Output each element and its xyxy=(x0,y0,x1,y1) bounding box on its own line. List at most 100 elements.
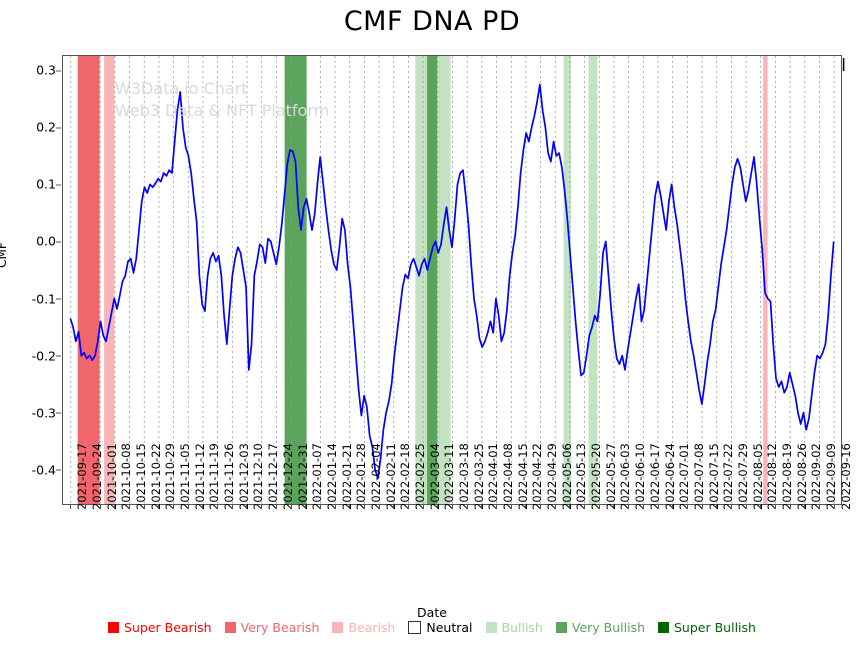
x-axis-tick-label: 2022-08-19 xyxy=(779,443,794,510)
plot-inner: W3Data.io Chart Web3 Data & NFT Platform xyxy=(63,56,841,504)
x-axis-tick-mark xyxy=(437,504,439,509)
x-axis-tick-label: 2022-08-05 xyxy=(750,443,765,510)
x-axis-tick-mark xyxy=(760,504,762,509)
x-axis-tick-mark xyxy=(217,504,219,509)
x-axis-tick-label: 2022-06-03 xyxy=(618,443,633,510)
legend-label: Very Bearish xyxy=(240,620,320,635)
watermark-line-2: Web3 Data & NFT Platform xyxy=(115,101,330,120)
x-axis-tick-mark xyxy=(657,504,659,509)
x-axis-tick-mark xyxy=(393,504,395,509)
x-axis-tick-label: 2021-10-22 xyxy=(148,443,163,510)
x-axis-tick-mark xyxy=(349,504,351,509)
shaded-band xyxy=(427,56,438,504)
watermark-line-1: W3Data.io Chart xyxy=(115,79,248,98)
y-axis-tick-label: 0.1 xyxy=(10,177,61,192)
chart-canvas xyxy=(69,56,835,504)
x-axis-tick-label: 2022-04-01 xyxy=(486,443,501,510)
x-axis-tick-mark xyxy=(701,504,703,509)
x-axis-tick-mark xyxy=(129,504,131,509)
legend-item[interactable]: Bearish xyxy=(332,620,395,635)
x-axis-tick-mark xyxy=(143,504,145,509)
x-axis-tick-mark xyxy=(290,504,292,509)
x-axis-tick-label: 2021-10-15 xyxy=(134,443,149,510)
legend-label: Super Bearish xyxy=(124,620,212,635)
x-axis-tick-label: 2022-01-28 xyxy=(354,443,369,510)
x-axis-tick-label: 2022-05-06 xyxy=(559,443,574,510)
x-axis-tick-label: 2022-09-02 xyxy=(809,443,824,510)
x-axis-tick-label: 2022-03-11 xyxy=(442,443,457,510)
x-axis-tick-mark xyxy=(99,504,101,509)
x-axis-tick-mark xyxy=(672,504,674,509)
x-axis-tick-mark xyxy=(261,504,263,509)
legend-item[interactable]: Very Bullish xyxy=(555,620,645,635)
x-axis-tick-mark xyxy=(319,504,321,509)
x-axis-tick-label: 2022-03-04 xyxy=(427,443,442,510)
x-axis-tick-label: 2022-04-15 xyxy=(515,443,530,510)
x-axis-tick-label: 2021-11-12 xyxy=(192,443,207,510)
x-axis-tick-mark xyxy=(613,504,615,509)
y-axis-tick-label: 0.0 xyxy=(10,234,61,249)
x-axis-tick-mark xyxy=(466,504,468,509)
legend-item[interactable]: Super Bullish xyxy=(658,620,756,635)
x-axis-tick-label: 2022-06-24 xyxy=(662,443,677,510)
x-axis-tick-mark xyxy=(275,504,277,509)
x-axis-tick-label: 2022-08-26 xyxy=(794,443,809,510)
x-axis-tick-label: 2022-04-08 xyxy=(501,443,516,510)
legend-item[interactable]: Bullish xyxy=(485,620,543,635)
x-axis-tick-mark xyxy=(686,504,688,509)
x-axis-tick-mark xyxy=(452,504,453,509)
x-axis-tick-label: 2022-07-15 xyxy=(706,443,721,510)
x-axis-tick-label: 2022-04-29 xyxy=(545,443,560,510)
legend-swatch xyxy=(108,622,120,633)
cmf-series-line xyxy=(69,83,835,480)
x-axis-tick-mark xyxy=(569,504,571,509)
shaded-band xyxy=(563,56,571,504)
x-axis-tick-label: 2021-12-10 xyxy=(251,443,266,510)
x-axis-tick-mark xyxy=(496,504,498,509)
x-axis-tick-mark xyxy=(628,504,630,509)
x-axis-tick-mark xyxy=(85,504,87,509)
x-axis-tick-label: 2022-01-21 xyxy=(339,443,354,510)
x-axis-tick-mark xyxy=(334,504,336,509)
x-axis-tick-mark xyxy=(70,504,72,509)
x-axis-tick-label: 2021-09-24 xyxy=(90,443,105,510)
y-axis-tick-mark xyxy=(56,298,61,300)
y-axis-tick-label: -0.4 xyxy=(10,462,61,477)
x-axis-tick-mark xyxy=(818,504,820,509)
x-axis-tick-mark xyxy=(114,504,116,509)
x-axis-tick-mark xyxy=(202,504,204,509)
x-axis-tick-mark xyxy=(789,504,791,509)
x-axis-tick-mark xyxy=(540,504,542,509)
legend-item[interactable]: Super Bearish xyxy=(108,620,212,635)
legend-swatch xyxy=(224,622,236,633)
x-axis-tick-label: 2022-01-14 xyxy=(324,443,339,510)
y-axis-tick-mark xyxy=(56,184,61,186)
x-axis-tick-mark xyxy=(804,504,806,509)
x-axis-tick-mark xyxy=(598,504,600,509)
x-axis-tick-label: 2021-12-03 xyxy=(236,443,251,510)
legend-swatch xyxy=(408,621,422,634)
x-axis-tick-mark xyxy=(510,504,512,509)
y-axis-tick-mark xyxy=(56,127,61,129)
shaded-band xyxy=(588,56,598,504)
x-axis-tick-mark xyxy=(716,504,718,509)
x-axis-tick-mark xyxy=(158,504,160,509)
x-axis-tick-label: 2022-07-29 xyxy=(735,443,750,510)
x-axis-tick-mark xyxy=(187,504,189,509)
x-axis-tick-label: 2022-02-25 xyxy=(412,443,427,510)
x-axis-tick-label: 2022-01-07 xyxy=(310,443,325,510)
x-axis-tick-mark xyxy=(745,504,747,509)
y-axis-tick-label: 0.2 xyxy=(10,120,61,135)
x-axis-tick-mark xyxy=(833,504,835,509)
legend-item[interactable]: Neutral xyxy=(408,620,473,635)
x-axis-tick-label: 2022-06-17 xyxy=(647,443,662,510)
x-axis-tick-label: 2021-11-05 xyxy=(178,443,193,510)
x-axis-tick-label: 2022-09-16 xyxy=(838,443,853,510)
legend-item[interactable]: Very Bearish xyxy=(224,620,320,635)
plot-area: W3Data.io Chart Web3 Data & NFT Platform xyxy=(62,55,842,505)
x-axis-tick-label: 2022-08-12 xyxy=(765,443,780,510)
x-axis-tick-label: 2021-12-17 xyxy=(266,443,281,510)
shaded-band xyxy=(437,56,451,504)
x-axis-tick-label: 2021-10-08 xyxy=(119,443,134,510)
x-axis-tick-mark xyxy=(173,504,175,509)
